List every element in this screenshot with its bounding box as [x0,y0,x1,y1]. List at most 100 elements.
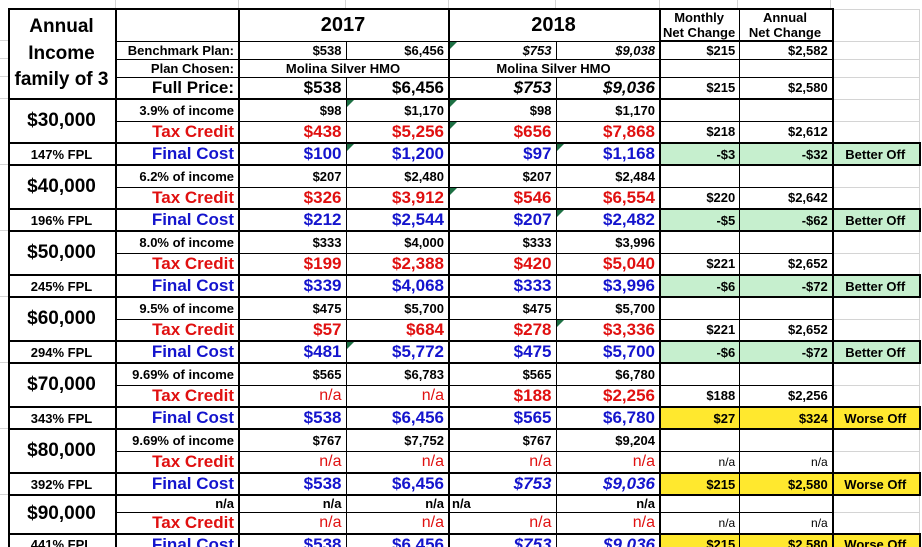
cell-credit-net-monthly-40000[interactable]: $220 [659,186,741,210]
cell-pct-2017-annual-80000[interactable]: $7,752 [345,428,450,452]
cell-full-price-label[interactable]: Full Price: [115,76,240,100]
cell-final-2017-annual-60000[interactable]: $5,772 [345,340,450,364]
cell-credit-net-annual-70000[interactable]: $2,256 [739,384,834,408]
cell-pct-2018-annual-80000[interactable]: $9,204 [555,428,661,452]
cell-income-60000[interactable]: $60,000 [8,296,117,342]
cell-pct-2018-annual-70000[interactable]: $6,780 [555,362,661,386]
cell-header-monthly-net-change[interactable]: Monthly Net Change [659,8,741,42]
cell-credit-2017-annual-80000[interactable]: n/a [345,450,450,474]
cell-empty[interactable] [659,230,741,254]
cell-empty[interactable] [832,384,921,408]
cell-pct-label-30000[interactable]: 3.9% of income [115,98,240,122]
cell-credit-net-annual-80000[interactable]: n/a [739,450,834,474]
cell-benchmark-net-annual[interactable]: $2,582 [739,40,834,60]
cell-final-2018-monthly-90000[interactable]: $753 [448,532,557,547]
cell-empty[interactable] [739,494,834,513]
cell-credit-net-annual-90000[interactable]: n/a [739,511,834,534]
cell-status-50000[interactable]: Better Off [831,274,921,298]
cell-empty[interactable] [832,494,921,513]
cell-final-net-monthly-70000[interactable]: $27 [659,406,741,430]
cell-empty[interactable] [832,58,921,78]
cell-empty[interactable] [659,98,741,122]
cell-empty[interactable] [832,252,921,276]
cell-empty[interactable] [739,296,834,320]
cell-final-cost-label-40000[interactable]: Final Cost [115,208,240,232]
cell-final-2018-monthly-80000[interactable]: $753 [448,472,557,496]
cell-final-net-monthly-30000[interactable]: -$3 [659,142,741,166]
cell-credit-2017-annual-50000[interactable]: $2,388 [345,252,450,276]
cell-pct-2017-annual-30000[interactable]: $1,170 [345,98,450,122]
cell-pct-label-50000[interactable]: 8.0% of income [115,230,240,254]
cell-pct-label-40000[interactable]: 6.2% of income [115,164,240,188]
cell-empty[interactable] [832,76,921,100]
cell-income-40000[interactable]: $40,000 [8,164,117,210]
cell-pct-2018-monthly-80000[interactable]: $767 [448,428,557,452]
cell-pct-2018-monthly-50000[interactable]: $333 [448,230,557,254]
cell-final-net-annual-60000[interactable]: -$72 [739,340,834,364]
cell-final-2017-annual-70000[interactable]: $6,456 [345,406,450,430]
cell-fpl-245[interactable]: 245% FPL [8,274,117,298]
cell-final-cost-label-60000[interactable]: Final Cost [115,340,240,364]
cell-plan-2018[interactable]: Molina Silver HMO [448,58,661,78]
cell-empty[interactable] [832,450,921,474]
cell-credit-2018-annual-50000[interactable]: $5,040 [555,252,661,276]
cell-empty[interactable] [739,362,834,386]
cell-full-price-net-annual[interactable]: $2,580 [739,76,834,100]
cell-pct-2017-monthly-50000[interactable]: $333 [238,230,347,254]
cell-pct-label-70000[interactable]: 9.69% of income [115,362,240,386]
cell-empty[interactable] [739,58,834,78]
cell-credit-2017-monthly-70000[interactable]: n/a [238,384,347,408]
cell-tax-credit-label-70000[interactable]: Tax Credit [115,384,240,408]
cell-credit-2017-annual-30000[interactable]: $5,256 [345,120,450,144]
cell-pct-label-80000[interactable]: 9.69% of income [115,428,240,452]
cell-pct-2017-annual-90000[interactable]: n/a [345,494,450,513]
cell-empty[interactable] [832,428,921,452]
cell-final-2017-annual-90000[interactable]: $6,456 [345,532,450,547]
cell-credit-2017-annual-90000[interactable]: n/a [345,511,450,534]
cell-header-2018[interactable]: 2018 [448,8,661,42]
cell-final-net-annual-30000[interactable]: -$32 [739,142,834,166]
cell-fpl-441[interactable]: 441% FPL [8,532,117,547]
cell-final-2017-monthly-70000[interactable]: $538 [238,406,347,430]
cell-pct-2018-annual-50000[interactable]: $3,996 [555,230,661,254]
cell-final-2017-monthly-30000[interactable]: $100 [238,142,347,166]
cell-credit-net-annual-30000[interactable]: $2,612 [739,120,834,144]
cell-credit-net-annual-40000[interactable]: $2,642 [739,186,834,210]
cell-credit-2017-monthly-50000[interactable]: $199 [238,252,347,276]
cell-final-2017-annual-40000[interactable]: $2,544 [345,208,450,232]
cell-status-40000[interactable]: Better Off [831,208,921,232]
cell-final-2017-monthly-90000[interactable]: $538 [238,532,347,547]
cell-credit-2017-monthly-90000[interactable]: n/a [238,511,347,534]
cell-pct-2017-monthly-60000[interactable]: $475 [238,296,347,320]
cell-empty[interactable] [659,164,741,188]
cell-empty[interactable] [832,120,921,144]
corner-title-cell[interactable]: Annual Income family of 3 [8,8,117,100]
cell-final-net-monthly-80000[interactable]: $215 [659,472,741,496]
cell-status-80000[interactable]: Worse Off [831,472,921,496]
cell-pct-2017-annual-40000[interactable]: $2,480 [345,164,450,188]
cell-final-net-monthly-60000[interactable]: -$6 [659,340,741,364]
cell-benchmark-2018-annual[interactable]: $9,038 [555,40,661,60]
cell-pct-2017-annual-50000[interactable]: $4,000 [345,230,450,254]
cell-empty[interactable] [659,296,741,320]
cell-credit-2018-monthly-60000[interactable]: $278 [448,318,557,342]
cell-empty[interactable] [832,164,921,188]
cell-final-2017-annual-30000[interactable]: $1,200 [345,142,450,166]
cell-credit-2018-annual-30000[interactable]: $7,868 [555,120,661,144]
cell-fpl-294[interactable]: 294% FPL [8,340,117,364]
cell-header-blank[interactable] [115,8,240,42]
cell-final-2018-annual-60000[interactable]: $5,700 [555,340,661,364]
cell-empty[interactable] [832,98,921,122]
cell-pct-2018-monthly-40000[interactable]: $207 [448,164,557,188]
cell-final-net-monthly-90000[interactable]: $215 [659,532,741,547]
cell-final-2018-monthly-30000[interactable]: $97 [448,142,557,166]
cell-final-2017-annual-50000[interactable]: $4,068 [345,274,450,298]
cell-credit-2017-annual-60000[interactable]: $684 [345,318,450,342]
cell-full-price-2018-annual[interactable]: $9,036 [555,76,661,100]
cell-credit-2018-annual-80000[interactable]: n/a [555,450,661,474]
cell-final-net-annual-40000[interactable]: -$62 [739,208,834,232]
cell-plan-2017[interactable]: Molina Silver HMO [238,58,450,78]
cell-empty[interactable] [659,362,741,386]
cell-credit-2018-monthly-70000[interactable]: $188 [448,384,557,408]
cell-final-cost-label-50000[interactable]: Final Cost [115,274,240,298]
